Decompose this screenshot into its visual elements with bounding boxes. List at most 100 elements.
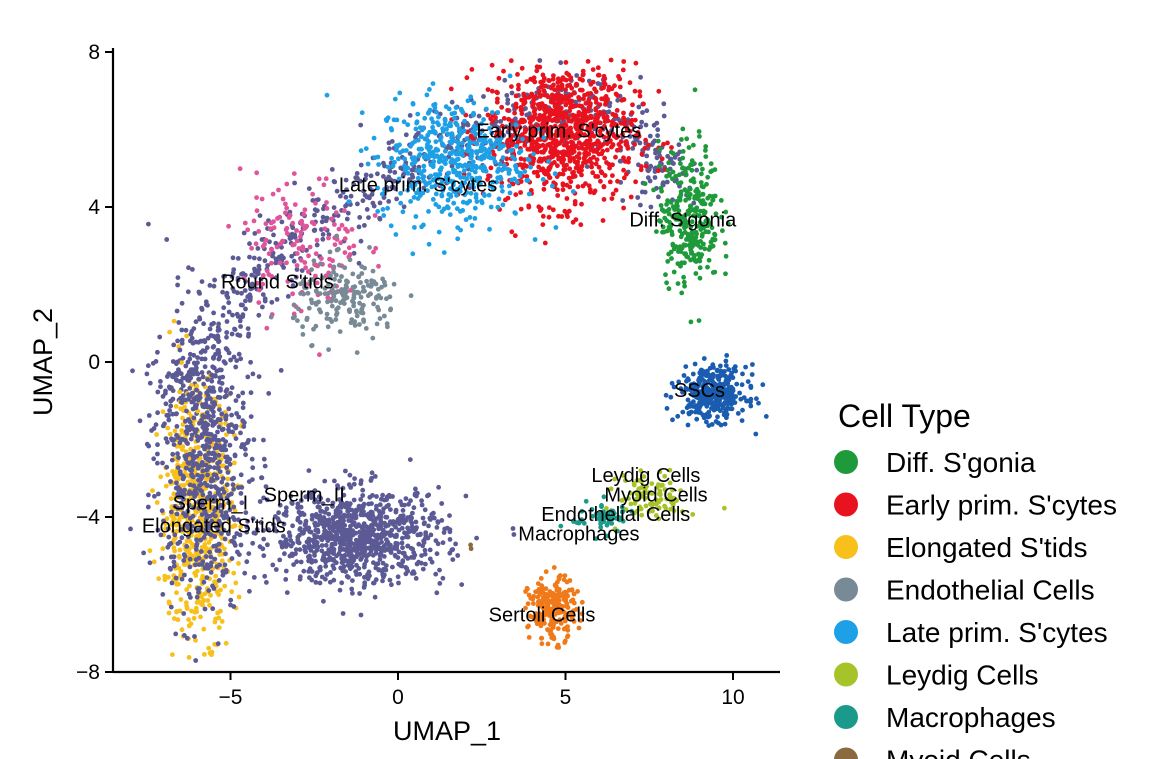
cell-point <box>544 596 550 602</box>
cell-point <box>318 261 323 267</box>
cell-point <box>452 110 458 116</box>
cell-point <box>720 402 725 408</box>
cell-point <box>377 546 383 552</box>
cell-point <box>290 242 296 248</box>
cell-point <box>505 129 511 135</box>
cell-point <box>237 318 243 324</box>
cell-point <box>635 130 641 135</box>
cell-point <box>195 360 200 366</box>
cell-point <box>449 163 455 169</box>
cell-point <box>579 87 585 93</box>
cell-point <box>636 133 642 139</box>
cell-point <box>703 154 709 160</box>
cell-point <box>532 126 538 132</box>
cell-point <box>409 520 415 526</box>
cell-point <box>538 79 544 85</box>
cell-point <box>344 574 350 579</box>
cell-point <box>602 155 607 161</box>
cell-point <box>593 89 599 95</box>
cell-point <box>361 319 367 324</box>
cell-point <box>487 226 492 232</box>
cell-point <box>401 204 407 210</box>
cell-point <box>665 153 671 159</box>
cell-point <box>535 122 541 128</box>
cell-point <box>365 576 371 582</box>
cell-point <box>609 119 615 125</box>
cell-point <box>339 531 344 536</box>
cell-point <box>205 335 211 341</box>
cell-point <box>362 541 367 546</box>
cell-point <box>540 157 546 162</box>
cell-point <box>324 506 330 512</box>
cell-point <box>580 71 586 77</box>
cell-point <box>231 570 237 576</box>
cell-point <box>290 523 295 529</box>
cell-point <box>639 189 645 195</box>
cell-point <box>294 267 300 272</box>
cell-point <box>280 543 286 548</box>
cell-point <box>236 561 241 566</box>
cell-point <box>625 127 630 133</box>
cell-point <box>610 173 615 179</box>
cell-point <box>348 540 354 546</box>
cell-point <box>295 517 301 523</box>
cell-point <box>427 107 433 113</box>
cell-point <box>510 122 515 128</box>
cell-point <box>384 497 389 502</box>
cell-point <box>297 547 303 552</box>
cell-point <box>665 167 671 173</box>
cell-point <box>409 167 415 173</box>
cell-point <box>317 580 323 586</box>
cell-point <box>247 292 253 298</box>
cell-point <box>247 241 252 247</box>
cell-point <box>460 199 466 205</box>
cell-point <box>600 148 606 154</box>
cell-point <box>207 549 213 555</box>
cell-point <box>532 107 538 112</box>
cell-point <box>601 184 607 189</box>
cell-point <box>351 182 357 187</box>
cell-point <box>469 67 475 72</box>
cell-point <box>718 363 723 369</box>
cell-point <box>394 143 399 149</box>
cell-point <box>334 553 339 559</box>
cell-point <box>463 493 469 499</box>
cell-point <box>327 530 332 535</box>
cell-point <box>352 476 357 481</box>
cell-point <box>494 89 500 95</box>
cell-point <box>388 223 394 229</box>
cell-point <box>513 192 519 198</box>
cell-point <box>730 386 736 392</box>
cell-point <box>287 236 293 242</box>
cell-point <box>317 307 322 312</box>
cell-point <box>559 130 565 136</box>
cell-point <box>574 118 580 124</box>
cell-point <box>564 182 570 188</box>
cell-point <box>522 118 527 124</box>
cell-point <box>462 118 467 124</box>
cell-point <box>179 340 185 346</box>
cell-point <box>588 81 594 87</box>
cell-point <box>675 180 681 186</box>
cell-point <box>584 164 590 170</box>
cell-point <box>384 537 389 543</box>
cell-point <box>531 101 536 106</box>
cell-point <box>703 148 708 153</box>
cell-point <box>620 198 626 203</box>
cell-point <box>601 134 607 140</box>
cell-point <box>226 309 232 315</box>
cell-point <box>274 297 280 302</box>
cell-point <box>407 457 413 462</box>
cell-point <box>331 294 337 299</box>
cell-point <box>598 169 604 175</box>
cell-point <box>371 301 376 307</box>
cell-point <box>479 142 485 148</box>
cell-point <box>360 487 366 493</box>
cell-point <box>712 193 718 199</box>
cell-point <box>507 73 513 79</box>
cell-point <box>543 125 549 131</box>
cell-point <box>675 151 681 157</box>
cell-point <box>409 161 415 167</box>
cell-point <box>509 142 515 148</box>
cell-point <box>345 513 351 519</box>
